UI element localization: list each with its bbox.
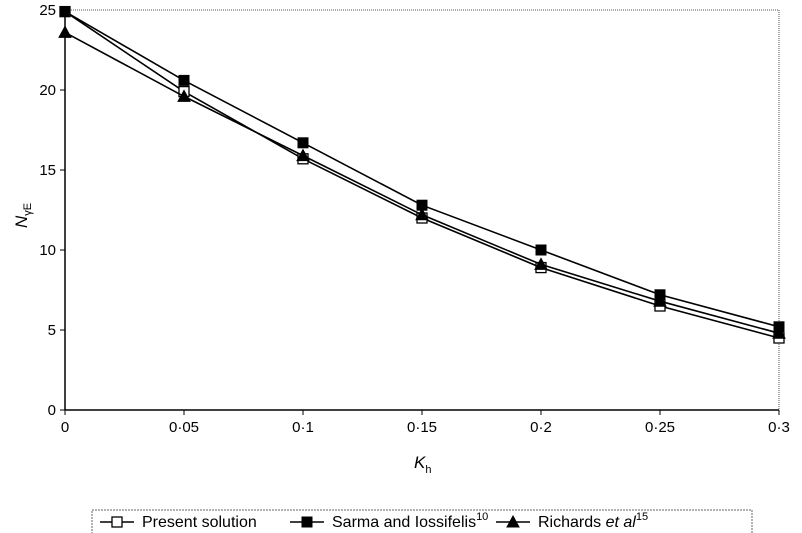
y-tick-label: 0 [48,402,56,419]
y-tick-label: 5 [48,322,56,339]
y-axis-title-subscript: γE [22,203,34,216]
data-point [58,25,72,38]
legend-marker [111,516,123,528]
data-point [178,74,190,86]
x-axis-ticks: 0 0·05 0·1 0·15 0·2 0·25 0·3 [61,410,790,436]
y-axis-title: NγE [12,203,34,228]
legend-marker [506,514,520,528]
legend-items [100,514,530,528]
x-tick-label: 0·3 [768,419,790,436]
y-tick-label: 15 [39,162,56,179]
legend-marker [301,516,313,528]
data-point [535,244,547,256]
x-axis-title-main: K [414,453,426,472]
y-axis-ticks: 0 5 10 15 20 25 [39,2,65,419]
y-tick-label: 10 [39,242,56,259]
data-point [534,257,548,270]
legend-label-sarma-iossifelis: Sarma and Iossifelis10 [332,511,488,531]
series-richards [58,25,786,339]
x-axis-title: Kh [414,453,431,476]
legend-box [91,509,753,533]
legend-item-present-solution [100,516,134,528]
x-tick-label: 0·15 [407,419,437,436]
legend-item-sarma-and-iossifelis [290,516,324,528]
x-tick-label: 0·05 [169,419,199,436]
data-point [296,148,310,162]
legend-label-present-solution: Present solution [142,514,257,531]
series-sarma-and-iossifelis [59,6,785,333]
y-tick-label: 20 [39,82,56,99]
series-present-solution [59,5,785,344]
x-axis-title-subscript: h [425,464,431,476]
data-point [772,326,786,339]
x-tick-label: 0·2 [530,419,552,436]
data-point [59,6,71,18]
series-line [64,10,780,339]
series-line [64,31,780,334]
series-line [64,10,780,328]
axes: 0 0·05 0·1 0·15 0·2 0·25 0·3 0 5 10 15 20 25 [39,2,790,436]
series-layer [58,5,786,344]
legend-label-richards: Richards et al15 [538,511,648,531]
data-point [653,294,667,307]
y-axis-title-main: N [12,215,31,228]
data-point [297,137,309,149]
data-point [177,89,191,102]
legend-item-richards [496,514,530,528]
y-tick-label: 25 [39,2,56,19]
x-tick-label: 0·25 [645,419,675,436]
legend: Present solution Sarma and Iossifelis10 … [91,509,753,533]
data-point [415,207,429,221]
x-tick-label: 0·1 [292,419,314,436]
x-tick-label: 0 [61,419,69,436]
